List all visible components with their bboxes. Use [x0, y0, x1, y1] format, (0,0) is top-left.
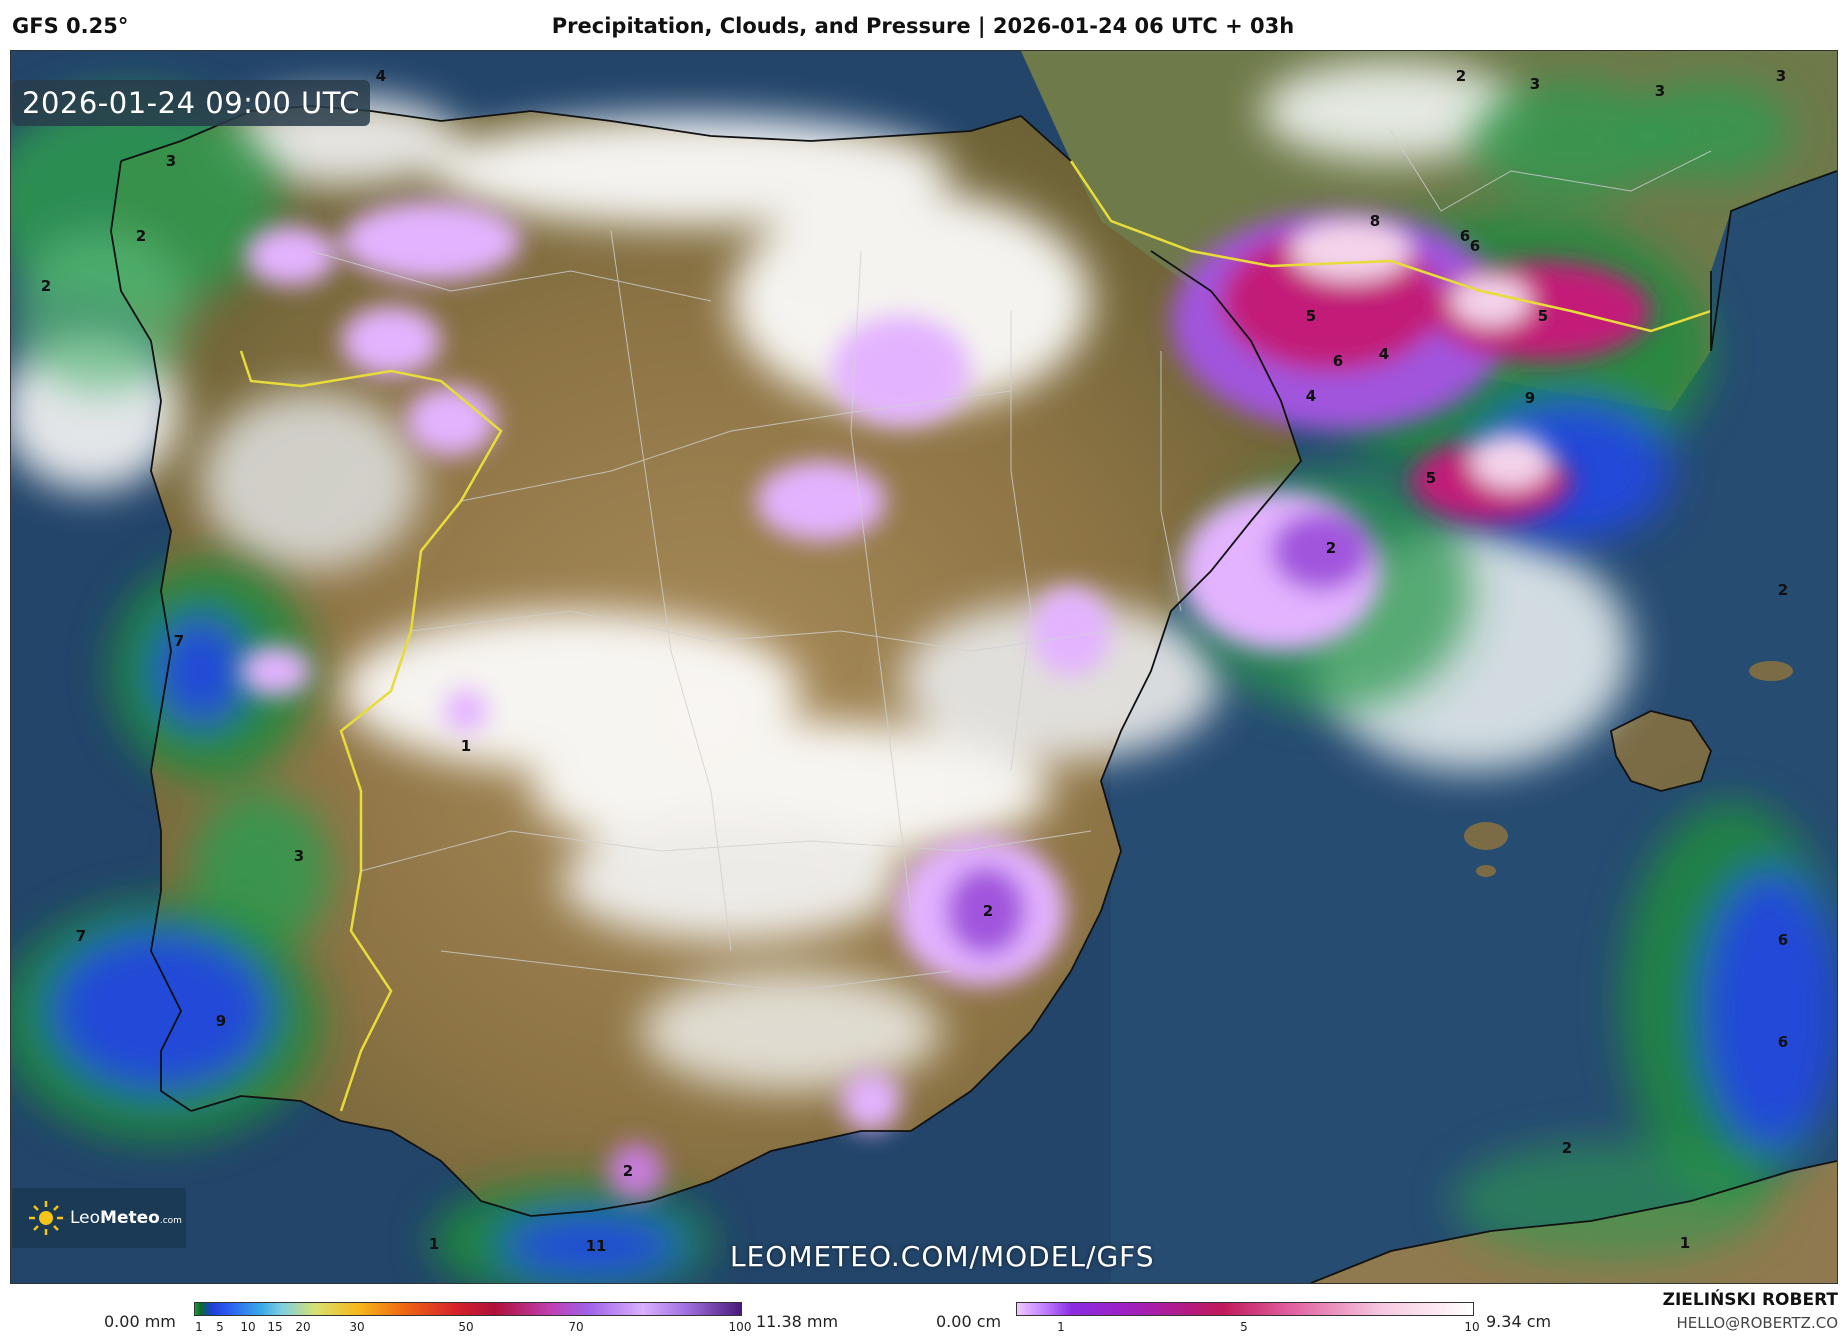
precip-tick: 30 [349, 1320, 365, 1334]
coastline [110, 105, 1837, 1283]
precip-label: 1 [429, 1235, 439, 1253]
map-labels: 4 3 2 2 7 1 3 7 9 2 11 1 2 8 6 6 5 4 6 5 [41, 67, 1788, 1255]
snow-colorbar [1016, 1302, 1474, 1316]
author-name: ZIELIŃSKI ROBERT [1662, 1290, 1838, 1310]
ibiza-island [1464, 822, 1508, 850]
leometeo-logo[interactable]: LeoMeteo.com [12, 1188, 186, 1248]
precip-label: 4 [376, 67, 386, 85]
precip-label: 2 [1778, 581, 1788, 599]
precip-tick: 50 [458, 1320, 474, 1334]
snow-label: 6 [1470, 237, 1480, 255]
source-watermark: LEOMETEO.COM/MODEL/GFS [730, 1240, 1155, 1273]
precip-label: 2 [1562, 1139, 1572, 1157]
precip-label: 3 [1776, 67, 1786, 85]
map-svg: 4 3 2 2 7 1 3 7 9 2 11 1 2 8 6 6 5 4 6 5 [11, 51, 1837, 1283]
precip-tick: 70 [568, 1320, 584, 1334]
precip-label: 6 [1778, 1033, 1788, 1051]
precip-tick: 15 [267, 1320, 283, 1334]
precip-label: 11 [586, 1237, 607, 1255]
snow-label: 2 [1326, 539, 1336, 557]
model-label: GFS 0.25° [12, 14, 129, 38]
precip-label: 2 [136, 227, 146, 245]
snow-label: 2 [623, 1162, 633, 1180]
snow-label: 5 [1538, 307, 1548, 325]
snow-label: 6 [1460, 227, 1470, 245]
mallorca-island [1611, 711, 1711, 791]
precip-label: 1 [1680, 1234, 1690, 1252]
precip-tick: 100 [728, 1320, 752, 1334]
precip-max-label: 11.38 mm [756, 1312, 839, 1331]
formentera-island [1476, 865, 1496, 877]
cloud-layer [11, 61, 1631, 1091]
logo-text: LeoMeteo.com [70, 1208, 182, 1228]
precip-label: 3 [166, 152, 176, 170]
sun-icon [26, 1198, 66, 1238]
snow-label: 4 [1379, 345, 1389, 363]
snow-label: 5 [1426, 469, 1436, 487]
precip-label: 1 [461, 737, 471, 755]
precip-label: 9 [216, 1012, 226, 1030]
valid-time-badge: 2026-01-24 09:00 UTC [12, 80, 371, 126]
precip-label: 2 [1456, 67, 1466, 85]
precip-label: 3 [1530, 75, 1540, 93]
precip-label: 6 [1778, 931, 1788, 949]
snow-label: 4 [1306, 387, 1316, 405]
precip-label: 3 [1655, 82, 1665, 100]
snow-label: 9 [1525, 389, 1535, 407]
snow-label: 2 [983, 902, 993, 920]
map-canvas[interactable]: 4 3 2 2 7 1 3 7 9 2 11 1 2 8 6 6 5 4 6 5 [10, 50, 1838, 1284]
africa-land [1311, 1161, 1837, 1283]
precip-tick: 10 [240, 1320, 256, 1334]
snow-max-label: 9.34 cm [1486, 1312, 1552, 1331]
snow-tick: 10 [1464, 1320, 1480, 1334]
snow-tick: 5 [1240, 1320, 1248, 1334]
page-title: Precipitation, Clouds, and Pressure | 20… [551, 14, 1295, 38]
snow-label: 8 [1370, 212, 1380, 230]
precip-colorbar [194, 1302, 742, 1316]
snow-label: 6 [1333, 352, 1343, 370]
precip-tick: 20 [295, 1320, 311, 1334]
menorca-island [1749, 661, 1793, 681]
snow-label: 5 [1306, 307, 1316, 325]
precip-label: 7 [174, 632, 184, 650]
author-email[interactable]: HELLO@ROBERTZ.CO [1676, 1314, 1838, 1332]
precip-label: 2 [41, 277, 51, 295]
precip-tick: 1 [195, 1320, 203, 1334]
precip-label: 3 [294, 847, 304, 865]
snow-tick: 1 [1057, 1320, 1065, 1334]
snow-min-label: 0.00 cm [936, 1312, 1002, 1331]
regional-borders [310, 130, 1712, 992]
precip-min-label: 0.00 mm [104, 1312, 176, 1331]
precip-label: 7 [76, 927, 86, 945]
precip-tick: 5 [216, 1320, 224, 1334]
